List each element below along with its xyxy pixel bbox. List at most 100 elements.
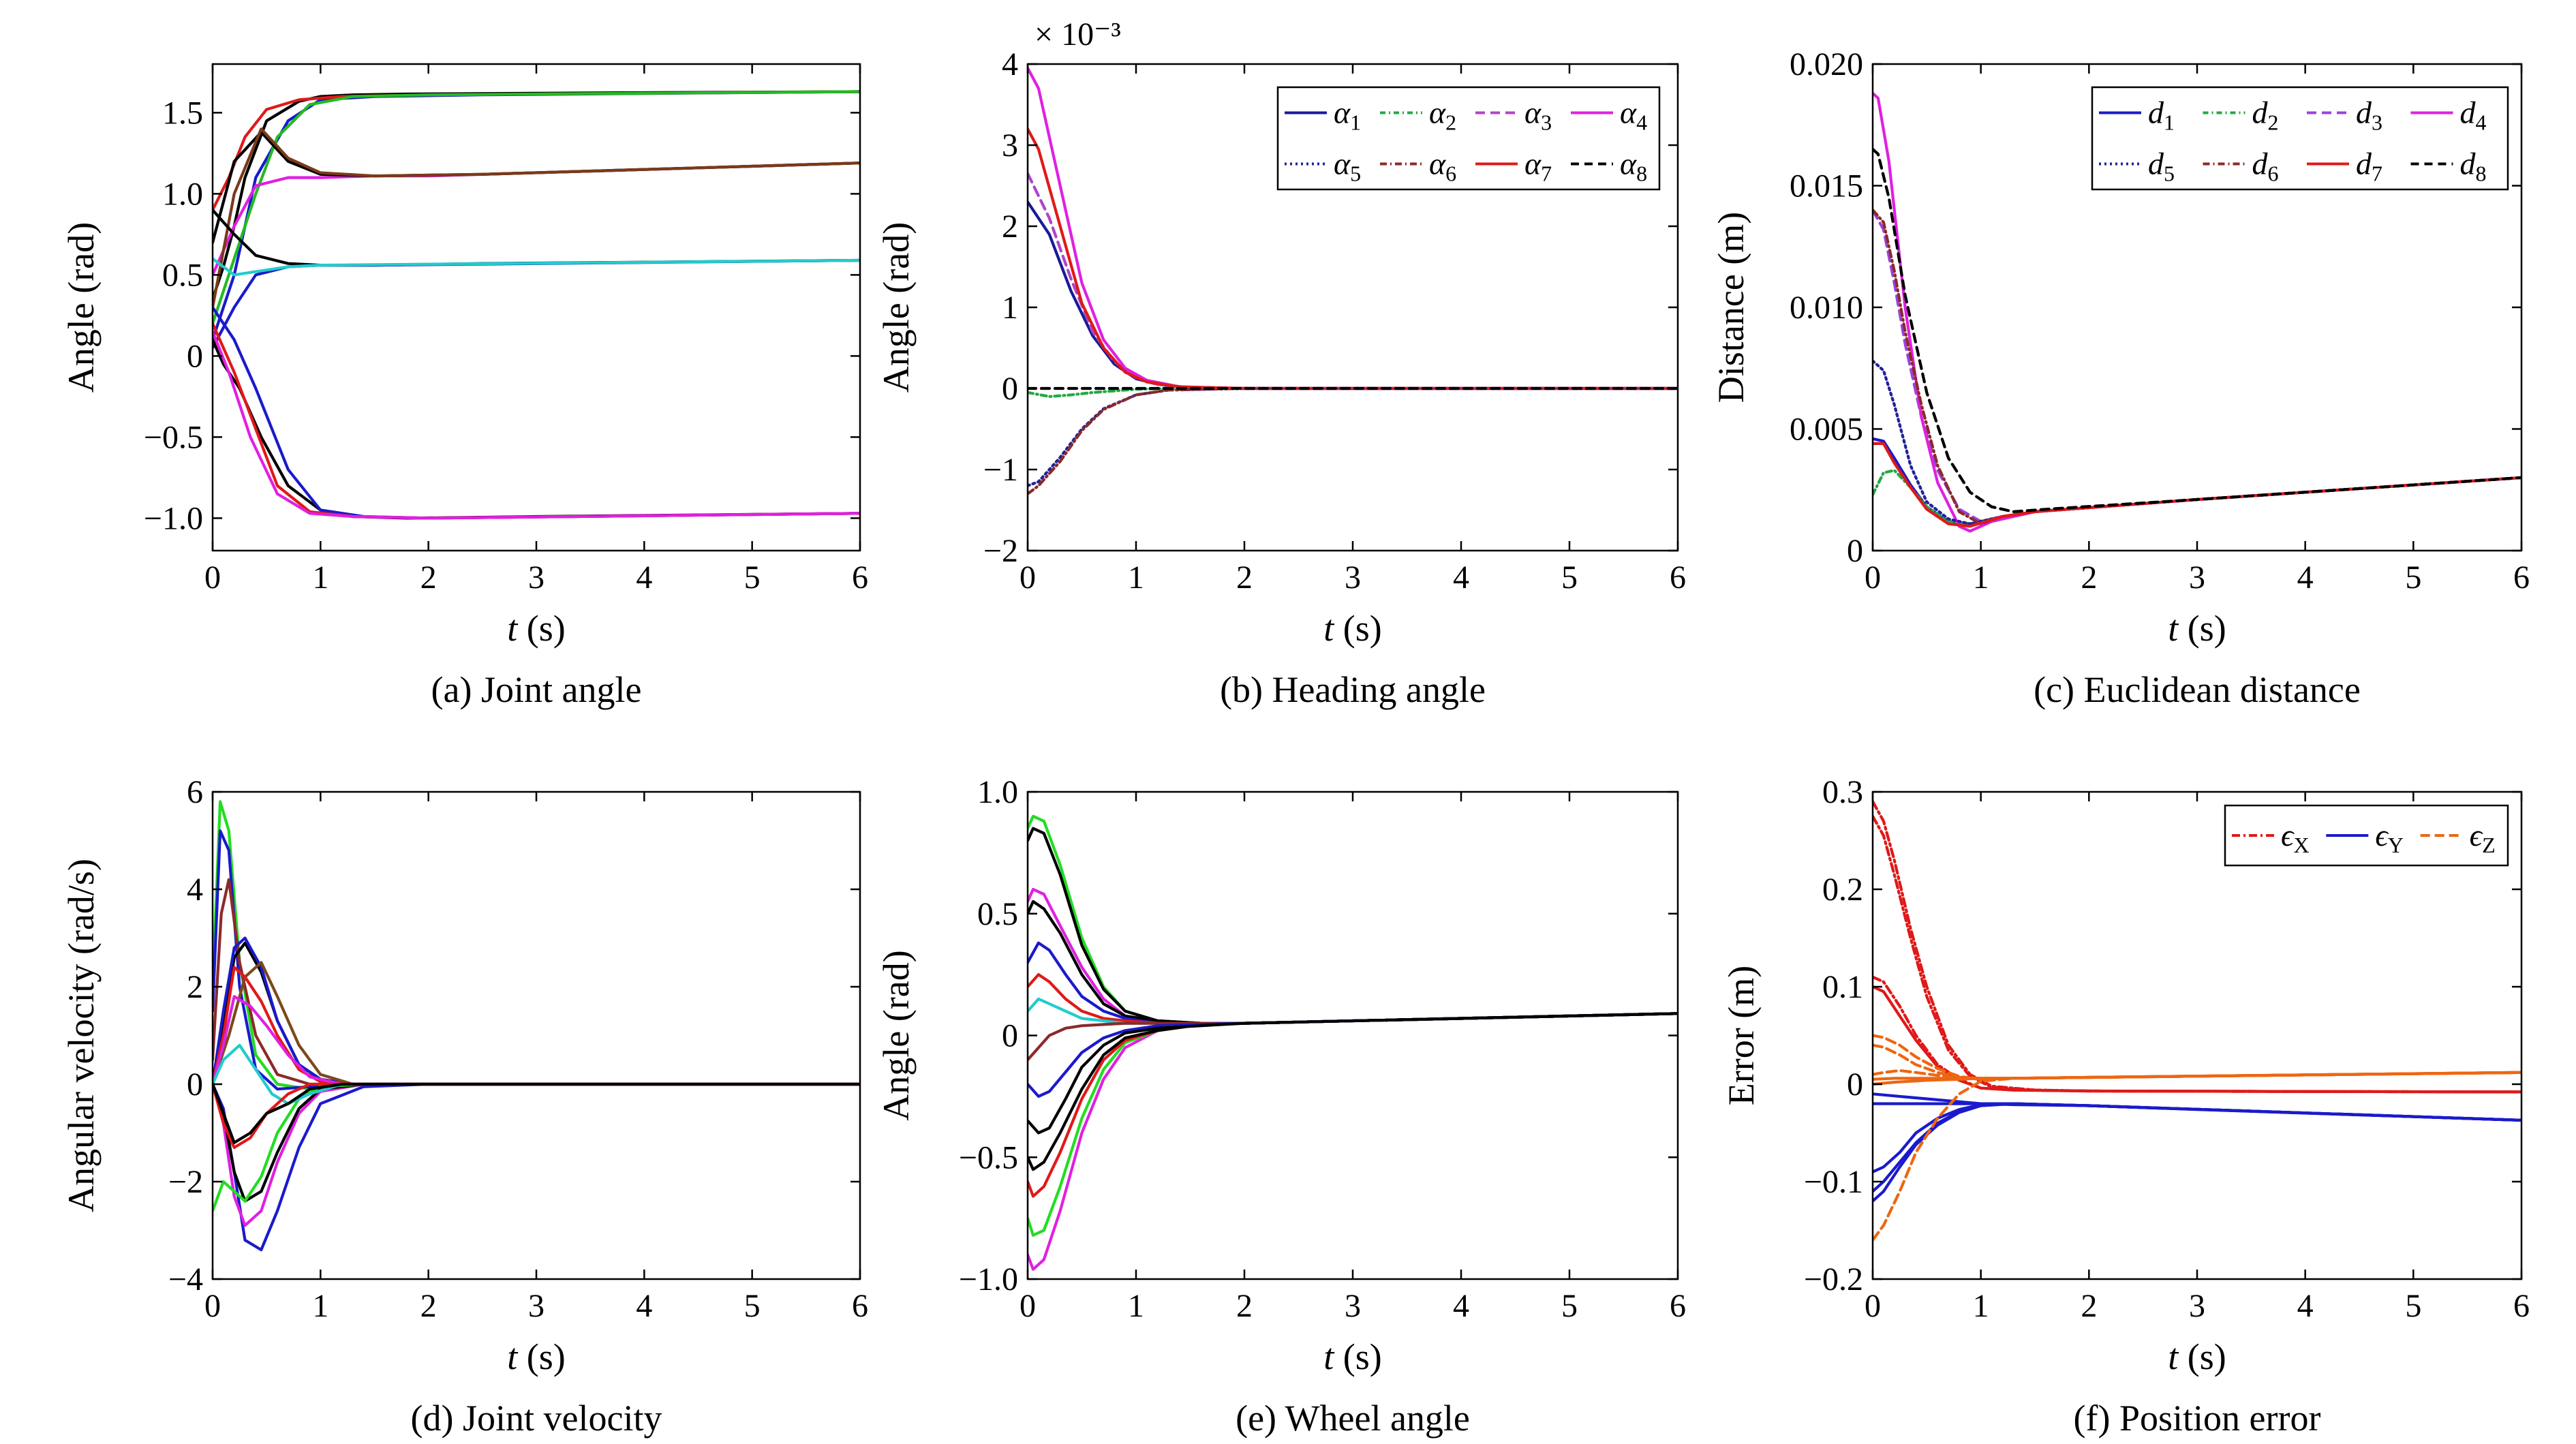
legend-subscript: 4 [1636,110,1647,135]
series-line-a-11 [213,338,860,520]
legend-symbol: α [1620,95,1637,130]
series-line-e-14 [1028,1012,1678,1135]
x-axis-variable: t [1323,1336,1335,1377]
y-tick-label: 1.5 [162,95,203,131]
chart-panel-f: 0 1 2 3 4 5 6 −0.2 −0.1 0 0.1 0.2 0.3 t (s) Error (m) (… [1721,774,2530,1439]
x-axis-unit: (s) [517,1336,565,1377]
legend-subscript: 5 [2164,162,2175,186]
legend-subscript: 8 [2476,162,2487,186]
x-tick-label: 0 [1019,559,1036,596]
y-tick-label: −0.5 [144,419,203,455]
legend-symbol: α [1524,95,1542,130]
x-tick-label: 3 [528,1288,545,1324]
series-line-b-5 [1028,386,1678,487]
x-tick-label: 1 [1973,1288,1989,1324]
y-tick-label: −2 [168,1164,203,1200]
y-tick-label: −1 [983,452,1018,488]
legend-label: d1 [2148,95,2175,135]
series-line-a-1 [213,90,860,301]
x-tick-label: 1 [312,559,328,596]
legend-subscript: 2 [1445,110,1456,135]
legend-subscript: 8 [1636,162,1647,186]
legend-label: d3 [2356,95,2382,135]
y-axis-label: Angle (rad) [876,950,917,1120]
x-tick-label: 4 [636,1288,652,1324]
y-tick-label: 1 [1002,290,1018,326]
chart-panel-d: 0 1 2 3 4 5 6 −4 −2 0 2 4 6 t (s) Angular velocity (ra… [61,774,868,1439]
legend-symbol: d [2460,95,2477,130]
series-line-f-9 [1873,1102,2521,1122]
x-tick-label: 6 [2513,559,2530,596]
legend-subscript: 4 [2476,110,2487,135]
legend-symbol: α [1334,95,1351,130]
y-tick-label: 0.005 [1790,412,1863,448]
x-tick-label: 6 [852,559,868,596]
legend-subscript: 1 [2164,110,2175,135]
legend-symbol: d [2148,147,2164,181]
y-tick-label: 2 [1002,209,1018,245]
y-axis-label: Distance (m) [1711,212,1751,403]
x-tick-label: 4 [2297,559,2314,596]
x-axis-variable: t [1323,608,1335,649]
x-tick-label: 5 [1561,1288,1578,1324]
y-tick-label: 4 [1002,46,1018,82]
legend-label: α6 [1429,147,1456,186]
y-tick-label: 0.2 [1822,872,1863,908]
x-tick-label: 5 [744,1288,761,1324]
series-line-d-8 [213,941,860,1086]
legend-symbol: d [2356,147,2372,181]
x-tick-label: 0 [1019,1288,1036,1324]
series-line-a-3 [213,90,860,212]
y-tick-label: −2 [983,533,1018,569]
legend-symbol: d [2252,147,2269,181]
y-tick-label: −4 [168,1261,203,1297]
x-axis-label: t (s) [1323,608,1382,649]
series-line-a-4 [213,90,860,325]
series-line-e-3 [1028,887,1678,1025]
y-tick-label: −0.2 [1804,1261,1863,1297]
legend-symbol: d [2252,95,2269,130]
series-line-d-1 [213,800,860,1091]
legend-subscript: 6 [2268,162,2279,186]
y-tick-label: 3 [1002,127,1018,164]
series-line-a-14 [213,330,860,520]
series-line-d-3 [213,878,860,1086]
series-line-e-9 [1028,1012,1678,1271]
y-tick-label: −0.5 [959,1139,1018,1176]
series-line-d-2 [213,829,860,1091]
series-line-a-12 [213,305,860,520]
y-tick-label: 0.020 [1790,46,1863,82]
series-line-a-13 [213,322,860,520]
legend-subscript: 5 [1350,162,1361,186]
series-line-c-6 [1873,209,2521,525]
series-line-d-11 [213,966,860,1086]
legend-box [1276,86,1661,191]
panel-caption: (a) Joint angle [431,669,642,710]
legend-subscript: 7 [1541,162,1552,186]
series-line-a-8 [213,209,860,267]
series-line-c-1 [1873,437,2521,525]
x-tick-label: 5 [2405,1288,2421,1324]
legend-label: α4 [1620,95,1647,135]
legend-symbol: ϵ [2281,818,2295,852]
series-line-f-15 [1873,1071,2521,1086]
chart-panel-e: 0 1 2 3 4 5 6 −1.0 −0.5 0 0.5 1.0 t (s) Angle (rad) (e… [876,774,1686,1439]
legend-subscript: 3 [2372,110,2382,135]
series-group [1873,91,2521,533]
axes-box [1026,790,1679,1280]
x-tick-label: 0 [1865,1288,1881,1324]
x-tick-label: 0 [204,1288,221,1324]
x-tick-label: 2 [1236,559,1253,596]
y-tick-label: 4 [187,872,203,908]
x-tick-label: 1 [1128,1288,1144,1324]
x-tick-label: 3 [1345,559,1361,596]
legend-symbol: α [1524,147,1542,181]
y-tick-label: 0 [187,1066,203,1103]
legend-subscript: 6 [1445,162,1456,186]
y-tick-label: −0.1 [1804,1164,1863,1200]
legend-label: α1 [1334,95,1361,135]
chart-panel-c: 0 1 2 3 4 5 6 0 0.005 0.010 0.015 0.020 t (s) Distanc… [1711,46,2530,710]
